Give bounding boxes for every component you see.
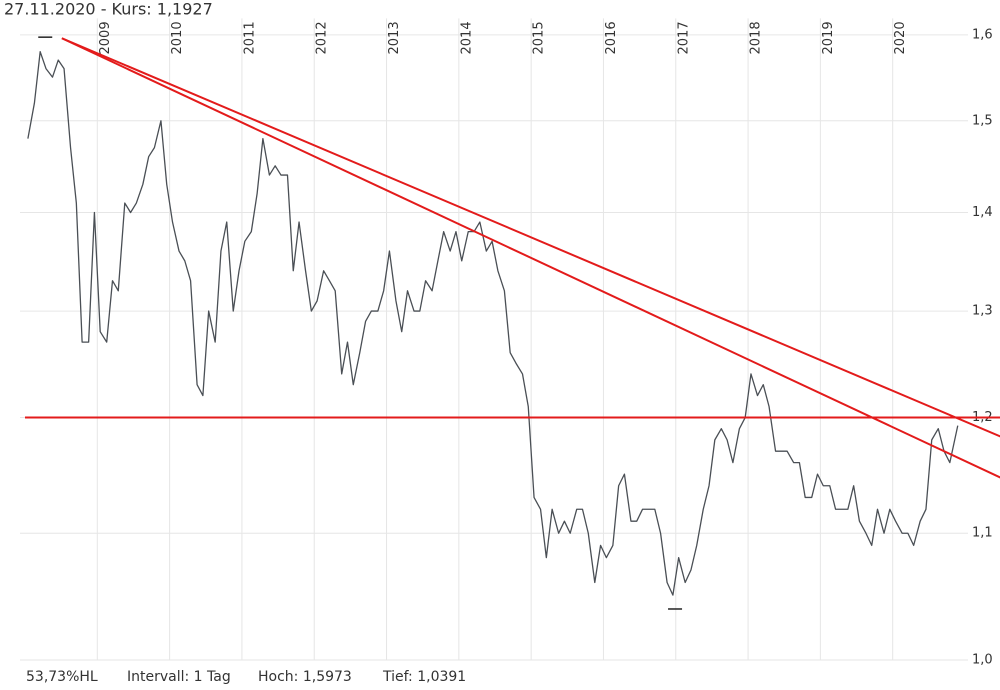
- x-tick-label: 2017: [676, 21, 691, 54]
- y-tick-label: 1,4: [972, 205, 993, 220]
- footer-interval: Intervall: 1 Tag: [127, 669, 231, 685]
- y-tick-label: 1,1: [972, 526, 993, 541]
- x-tick-label: 2015: [532, 21, 547, 54]
- footer-low: Tief: 1,0391: [382, 669, 466, 685]
- x-tick-label: 2014: [459, 21, 474, 54]
- y-tick-label: 1,6: [972, 27, 993, 42]
- x-tick-label: 2013: [387, 21, 402, 54]
- trend-line: [61, 37, 1000, 438]
- x-tick-label: 2012: [315, 21, 330, 54]
- footer-hl: 53,73%HL: [26, 669, 98, 685]
- trend-line: [61, 37, 1000, 479]
- y-tick-label: 1,0: [972, 653, 993, 668]
- price-line: [27, 51, 959, 596]
- chart-title: 27.11.2020 - Kurs: 1,1927: [4, 0, 213, 19]
- y-tick-label: 1,3: [972, 304, 993, 319]
- x-tick-label: 2020: [893, 21, 908, 54]
- y-tick-label: 1,5: [972, 113, 993, 128]
- x-tick-label: 2019: [821, 21, 836, 54]
- x-tick-label: 2011: [242, 21, 257, 54]
- x-tick-label: 2010: [170, 21, 185, 54]
- footer-high: Hoch: 1,5973: [258, 669, 352, 685]
- x-tick-label: 2016: [604, 21, 619, 54]
- x-tick-label: 2009: [98, 21, 113, 54]
- x-tick-label: 2018: [749, 21, 764, 54]
